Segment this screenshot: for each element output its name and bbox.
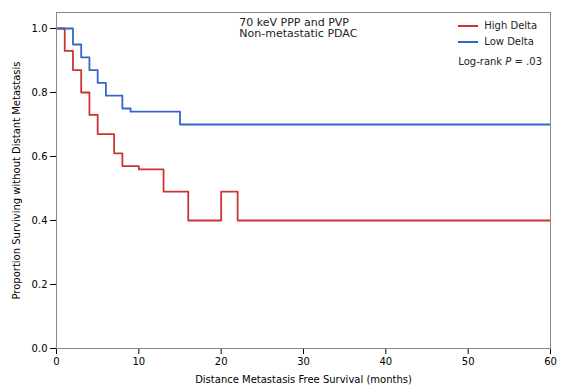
svg-text:1.0: 1.0 — [32, 23, 48, 34]
svg-text:0.4: 0.4 — [32, 215, 48, 226]
svg-text:60: 60 — [544, 356, 557, 367]
svg-text:Proportion Surviving without D: Proportion Surviving without Distant Met… — [11, 61, 22, 299]
svg-text:0.0: 0.0 — [32, 343, 48, 354]
svg-text:50: 50 — [462, 356, 475, 367]
html-text:Low Delta: Low Delta — [484, 36, 534, 47]
svg-text:Distance Metastasis Free Survi: Distance Metastasis Free Survival (month… — [195, 374, 412, 385]
svg-text:0.6: 0.6 — [32, 151, 48, 162]
html-text:Log-rank P = .03: Log-rank P = .03 — [458, 56, 542, 67]
svg-text:30: 30 — [297, 356, 310, 367]
svg-text:40: 40 — [379, 356, 392, 367]
svg-text:20: 20 — [215, 356, 228, 367]
html-text:High Delta: High Delta — [484, 20, 538, 31]
svg-text:10: 10 — [132, 356, 145, 367]
svg-text:70 keV PPP and PVPNon-metastat: 70 keV PPP and PVPNon-metastatic PDAC — [239, 16, 357, 40]
svg-text:0.2: 0.2 — [32, 279, 48, 290]
svg-text:0: 0 — [53, 356, 59, 367]
svg-text:0.8: 0.8 — [32, 87, 48, 98]
